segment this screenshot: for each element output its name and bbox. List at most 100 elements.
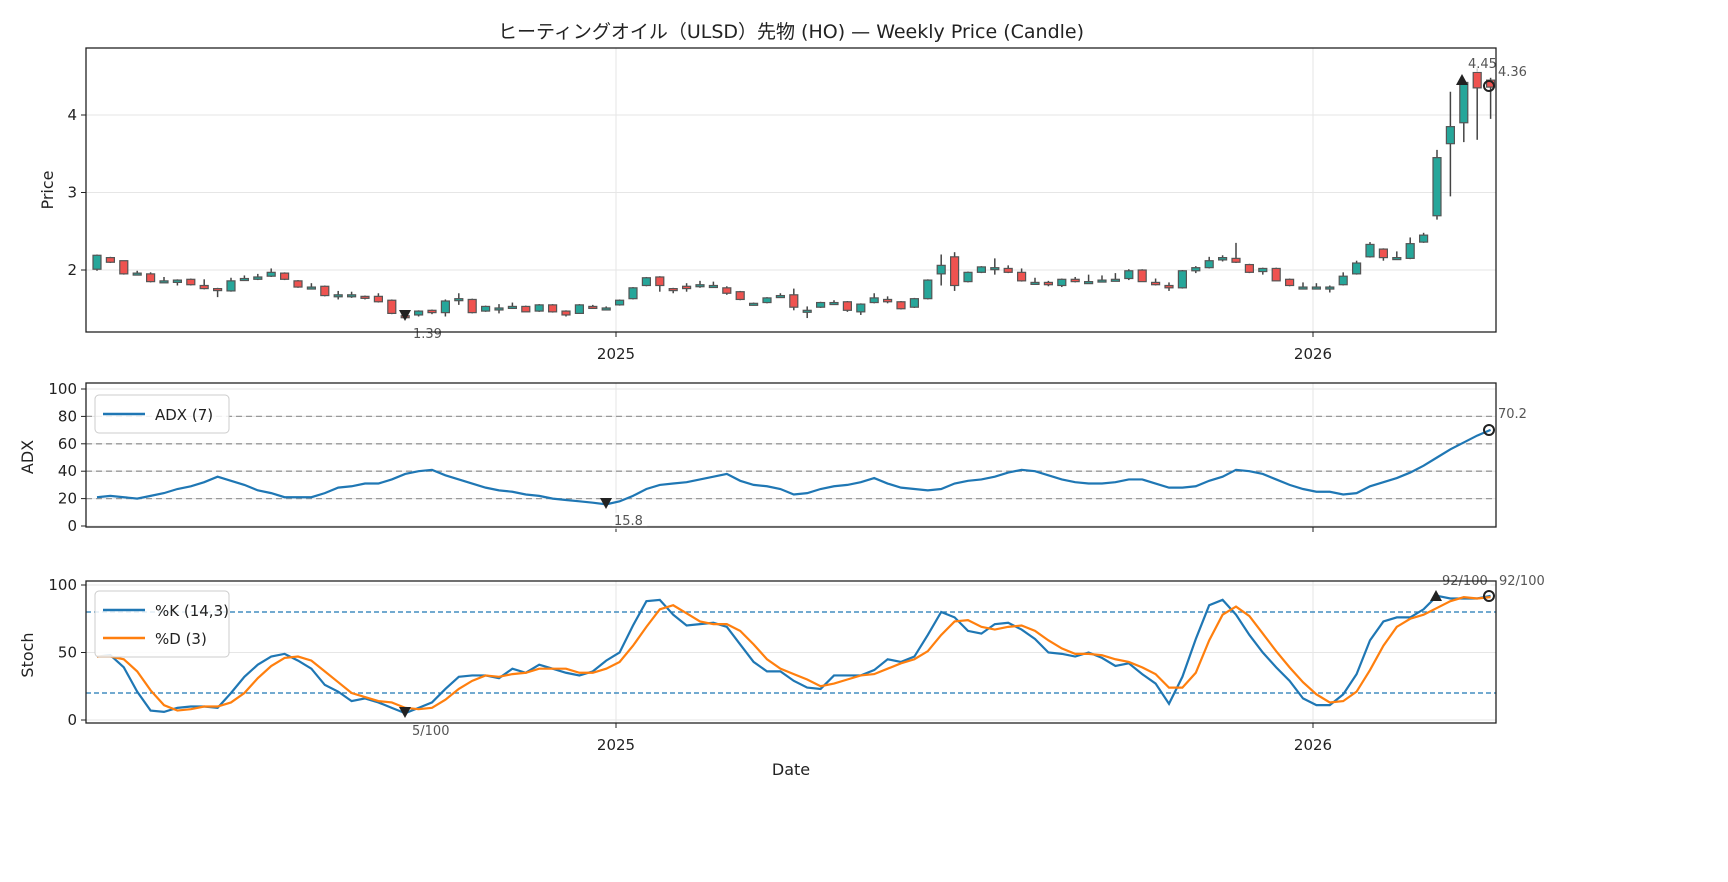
candle xyxy=(641,276,652,287)
candle-body xyxy=(976,266,987,273)
candle xyxy=(159,276,169,284)
x-axis-label: Date xyxy=(772,760,810,779)
candle-body xyxy=(172,279,182,284)
candle-body xyxy=(856,303,866,313)
candle-body xyxy=(1244,263,1255,273)
candle-body xyxy=(655,276,665,287)
candle xyxy=(628,287,638,300)
candle xyxy=(1083,274,1094,285)
candle-body xyxy=(1124,270,1134,280)
adx-ytick-label: 100 xyxy=(48,380,77,398)
candle-body xyxy=(990,267,1000,271)
candle xyxy=(856,303,866,315)
candle xyxy=(1485,77,1496,119)
price-high-marker xyxy=(1456,74,1468,85)
candle xyxy=(280,272,290,281)
candle xyxy=(762,297,772,304)
candle xyxy=(1137,269,1147,283)
candle xyxy=(481,305,491,312)
candle xyxy=(1338,272,1348,286)
candle xyxy=(373,293,383,303)
candle-body xyxy=(1298,286,1308,290)
candle-body xyxy=(387,299,397,315)
stoch-axes-frame xyxy=(85,580,1497,724)
candle xyxy=(132,270,142,276)
candle xyxy=(655,276,665,292)
stoch-d-line xyxy=(97,596,1491,712)
stoch-xtick-label: 2026 xyxy=(1294,736,1332,754)
candle xyxy=(534,304,544,312)
candle xyxy=(226,277,236,292)
candle xyxy=(1445,91,1456,197)
candle-body xyxy=(1472,71,1482,89)
candle xyxy=(1365,242,1375,258)
candle-body xyxy=(159,280,169,284)
candle-body xyxy=(1016,271,1027,282)
price-high-label-bg xyxy=(1466,56,1502,72)
stoch-max-marker xyxy=(1430,590,1442,601)
stoch-xtick-label: 2025 xyxy=(597,736,635,754)
candle-body xyxy=(628,287,638,300)
adx-last-marker xyxy=(1483,424,1495,436)
candle xyxy=(896,301,906,310)
stoch-last-marker xyxy=(1483,590,1495,602)
candle xyxy=(1311,283,1322,290)
candle xyxy=(199,279,209,290)
candle-body xyxy=(1204,260,1214,269)
adx-ytick-label: 80 xyxy=(58,407,77,425)
candle-body xyxy=(1217,257,1228,261)
stoch-min-marker xyxy=(399,707,411,718)
candle xyxy=(1432,149,1442,220)
candle xyxy=(1325,285,1335,293)
candle xyxy=(521,305,531,313)
candle xyxy=(815,301,826,308)
candle-body xyxy=(1405,243,1415,259)
candle-body xyxy=(507,305,517,310)
candle-body xyxy=(1177,270,1188,289)
candle-body xyxy=(963,271,973,283)
candle xyxy=(1231,242,1241,264)
candle-body xyxy=(735,291,745,301)
candle-body xyxy=(1110,278,1121,282)
candle-body xyxy=(842,301,853,311)
adx-min-marker xyxy=(600,498,612,509)
candle xyxy=(253,273,263,281)
adx-min-label: 15.8 xyxy=(614,514,643,529)
candle xyxy=(574,304,585,314)
candle xyxy=(842,301,853,312)
candle xyxy=(1070,276,1080,283)
candle-body xyxy=(1097,279,1107,283)
candle-body xyxy=(1418,234,1429,243)
candle-body xyxy=(213,288,223,292)
candle-body xyxy=(547,304,558,313)
price-low-label-bg xyxy=(411,326,447,342)
candle xyxy=(1392,251,1402,261)
candle xyxy=(963,271,973,283)
candle xyxy=(239,275,249,282)
candle-body xyxy=(882,298,893,303)
candle xyxy=(789,288,799,311)
candle-body xyxy=(427,309,437,314)
candle xyxy=(1003,265,1013,274)
price-ylabel: Price xyxy=(38,170,57,209)
candle-body xyxy=(1338,275,1348,286)
candle-body xyxy=(1003,267,1013,273)
candle xyxy=(1097,275,1107,283)
candle-body xyxy=(1311,286,1322,290)
adx-last-label: 70.2 xyxy=(1498,407,1527,422)
candle-body xyxy=(186,278,196,286)
candle xyxy=(681,283,692,292)
candle xyxy=(949,252,960,291)
candle-body xyxy=(494,307,504,311)
candle-body xyxy=(440,300,450,314)
candle-body xyxy=(936,264,946,275)
candle-body xyxy=(347,294,357,298)
candle-body xyxy=(1271,267,1281,282)
candle-body xyxy=(360,295,370,299)
stoch-ytick-label: 50 xyxy=(58,644,77,662)
adx-line xyxy=(96,428,1492,506)
candle-body xyxy=(1043,281,1054,286)
candle xyxy=(748,302,759,306)
candle-body xyxy=(869,297,879,304)
candle xyxy=(614,299,625,306)
